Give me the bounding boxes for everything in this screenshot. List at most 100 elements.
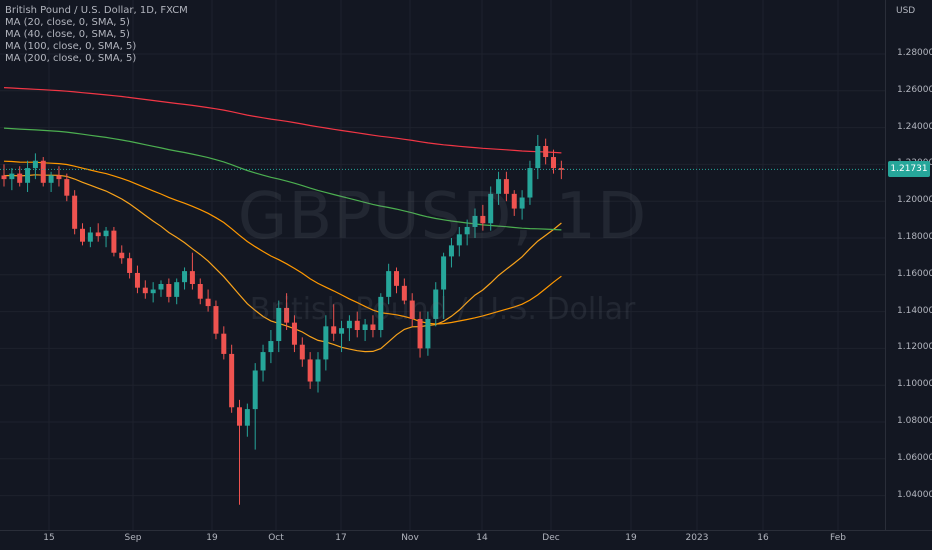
x-tick-label: 14 <box>476 533 488 543</box>
candle <box>64 173 70 202</box>
y-tick-label: 1.04000 <box>897 489 932 500</box>
candle-body <box>174 282 180 297</box>
y-tick-label: 1.26000 <box>897 84 932 95</box>
candle-body <box>134 272 140 288</box>
candle <box>323 315 329 371</box>
y-tick-label: 1.08000 <box>897 416 932 426</box>
y-tick-label: 1.12000 <box>897 342 932 353</box>
candle <box>134 265 140 294</box>
candle <box>268 330 274 364</box>
candle <box>496 171 502 205</box>
candle <box>425 311 431 356</box>
candle-body <box>456 234 462 246</box>
candle-body <box>189 271 195 284</box>
candle <box>276 300 282 353</box>
candle-body <box>291 322 297 345</box>
candle-body <box>87 232 93 242</box>
x-tick-label: Sep <box>124 533 142 543</box>
candle-body <box>72 195 78 229</box>
y-tick-label: 1.24000 <box>897 121 932 132</box>
candle-body <box>197 284 203 299</box>
candle <box>80 223 85 246</box>
candle <box>401 278 407 305</box>
candle-body <box>425 318 431 349</box>
legend-ma-100[interactable]: MA (100, close, 0, SMA, 5) <box>5 41 137 52</box>
candle-body <box>496 179 502 194</box>
candle-body <box>480 215 486 224</box>
candle-body <box>488 193 494 224</box>
candle <box>221 326 227 360</box>
candle-body <box>237 407 242 426</box>
candle <box>315 352 321 393</box>
candle-body <box>142 287 148 294</box>
candle <box>127 252 133 279</box>
candle-body <box>448 245 454 257</box>
ma-100-line <box>3 127 562 231</box>
candle-body <box>56 175 62 180</box>
candle-body <box>268 341 274 353</box>
candle <box>472 208 478 238</box>
candle <box>32 153 38 180</box>
candle <box>252 363 258 450</box>
candle <box>503 171 509 202</box>
candle <box>409 293 415 327</box>
candle-body <box>252 370 258 410</box>
candle <box>511 190 517 216</box>
candle <box>87 226 93 248</box>
candle <box>488 186 494 231</box>
candle-body <box>111 230 117 253</box>
candle-body <box>299 344 305 360</box>
candle <box>394 267 399 294</box>
legend-ma-200[interactable]: MA (200, close, 0, SMA, 5) <box>5 53 137 64</box>
y-tick-label: 1.28000 <box>897 48 932 58</box>
y-tick-label: 1.18000 <box>897 232 932 242</box>
candle <box>229 344 235 413</box>
legend-ma-40[interactable]: MA (40, close, 0, SMA, 5) <box>5 29 130 40</box>
candle <box>339 320 345 353</box>
candle <box>284 293 290 330</box>
y-tick-label: 1.10000 <box>897 379 932 390</box>
candle <box>119 245 125 264</box>
last-price-tag: 1.21731 <box>888 161 930 177</box>
chart-title[interactable]: British Pound / U.S. Dollar, 1D, FXCM <box>5 5 188 16</box>
name-watermark: British Pound / U.S. Dollar <box>249 292 636 327</box>
candle-body <box>260 352 266 371</box>
candle-body <box>551 157 556 169</box>
currency-label[interactable]: USD <box>896 6 916 16</box>
candle-body <box>276 307 282 342</box>
candle-body <box>354 320 360 330</box>
candle <box>9 168 15 191</box>
x-tick-label: 16 <box>757 533 769 543</box>
candle-body <box>158 284 164 290</box>
candle <box>480 204 486 231</box>
ma-200-line <box>3 87 562 154</box>
candle-body <box>1 175 7 180</box>
x-tick-label: Dec <box>542 533 560 543</box>
candle-body <box>433 289 439 319</box>
candle <box>362 318 368 342</box>
candle <box>40 157 46 187</box>
candle <box>103 226 109 248</box>
candle-body <box>315 359 321 382</box>
candle <box>448 238 454 268</box>
candle-body <box>370 324 376 330</box>
candle <box>174 278 180 305</box>
candle <box>519 190 525 220</box>
candle <box>464 219 470 246</box>
candle <box>527 160 533 205</box>
candle <box>307 352 313 389</box>
symbol-watermark: GBPUSD, 1D <box>237 180 648 254</box>
moving-averages <box>3 87 562 353</box>
candle <box>182 267 188 290</box>
legend-ma-20[interactable]: MA (20, close, 0, SMA, 5) <box>5 17 130 28</box>
candle <box>299 337 305 367</box>
candle-body <box>472 215 478 227</box>
candle-body <box>417 318 423 349</box>
candle <box>433 282 439 327</box>
ma-40-line <box>3 160 562 325</box>
candle <box>150 282 156 303</box>
candle <box>205 289 211 312</box>
y-tick-label: 1.20000 <box>897 195 932 206</box>
